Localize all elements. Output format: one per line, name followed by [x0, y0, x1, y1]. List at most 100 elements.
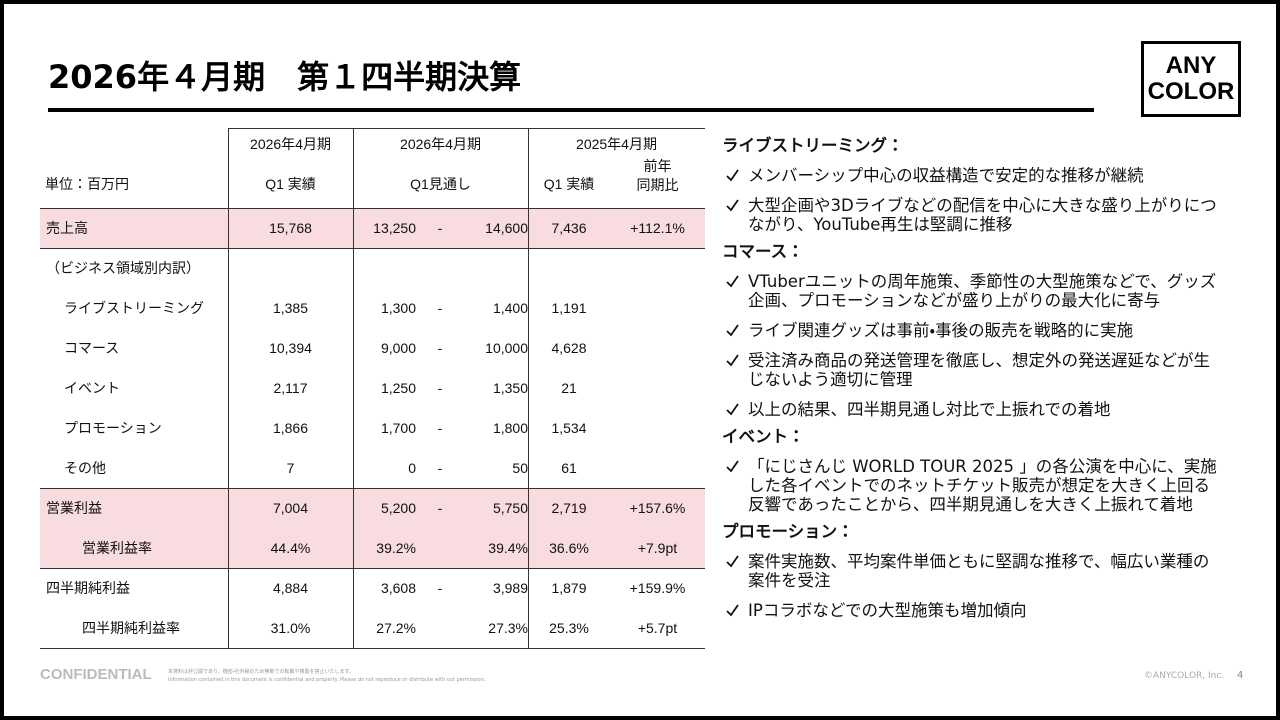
note-text: 受注済み商品の発送管理を徹底し、想定外の発送遅延などが生じないよう適切に管理 [748, 351, 1210, 389]
row-rule [40, 648, 705, 649]
unit-label: 単位：百万円 [45, 176, 129, 192]
row-highlight [40, 528, 705, 568]
note-item: 案件実施数、平均案件単価ともに堅調な推移で、幅広い業種の案件を受注 [722, 552, 1222, 590]
actual-value: 4,884 [272, 580, 309, 596]
prior-value: 7,436 [551, 220, 587, 236]
note-text: 案件実施数、平均案件単価ともに堅調な推移で、幅広い業種の案件を受注 [748, 552, 1210, 590]
forecast-high: 27.3% [488, 620, 528, 636]
check-stroke [726, 199, 739, 212]
row-rule [40, 248, 705, 249]
check-stroke [726, 275, 739, 288]
yoy-change: +159.9% [629, 580, 686, 596]
row-label: （ビジネス領域別内訳） [46, 260, 200, 276]
prior-value: 1,191 [551, 300, 587, 316]
prior-value: 1,879 [551, 580, 587, 596]
row-rule [40, 488, 705, 489]
logo-line: COLOR [1147, 78, 1235, 105]
row-label: 四半期純利益率 [82, 620, 180, 636]
check-icon [726, 460, 739, 473]
row-label: コマース [64, 340, 120, 356]
prior-value: 61 [561, 460, 577, 476]
check-icon [726, 275, 739, 288]
notes: ライブストリーミング： メンバーシップ中心の収益構造で安定的な推移が継続大型企画や… [722, 128, 1222, 620]
check-icon [726, 169, 739, 182]
disclaimer: 本資料は非公開であり、機密・社外秘のため無断での転載や複製を禁止いたします。 I… [168, 668, 485, 684]
forecast-high: 39.4% [488, 540, 528, 556]
actual-value: 1,866 [272, 420, 309, 436]
check-icon [726, 199, 739, 212]
period-header: 2026年4月期 [250, 136, 331, 152]
check-icon [726, 604, 739, 617]
row-label: 四半期純利益 [46, 580, 130, 596]
forecast-high: 3,989 [492, 580, 528, 596]
actual-value: 15,768 [269, 220, 312, 236]
logo: ANY COLOR [1141, 41, 1241, 117]
note-text: 「にじさんじ WORLD TOUR 2025 」の各公演を中心に、実施した各イベ… [748, 457, 1217, 514]
actual-value: 2,117 [273, 380, 308, 396]
forecast-high: 1,800 [492, 420, 528, 436]
column-header: Q1見通し [410, 176, 471, 192]
row-highlight [40, 488, 705, 528]
note-item: 以上の結果、四半期見通し対比で上振れでの着地 [722, 400, 1222, 419]
row-rule [40, 568, 705, 569]
actual-value: 1,385 [272, 300, 309, 316]
forecast-low: 0 [408, 460, 416, 476]
range-separator: - [437, 580, 443, 596]
note-text: 大型企画や3Dライブなどの配信を中心に大きな盛り上がりにつながり、YouTube… [748, 196, 1217, 234]
note-heading: プロモーション： [722, 522, 854, 541]
disclaimer-line: Information contained in this document i… [168, 677, 486, 683]
actual-value: 7 [286, 460, 295, 476]
period-header: 2025年4月期 [576, 136, 657, 152]
range-separator: - [437, 300, 443, 316]
check-stroke [726, 555, 739, 568]
forecast-low: 3,608 [380, 580, 416, 596]
title: 2026年４月期 第１四半期決算 [48, 58, 522, 96]
range-separator: - [437, 340, 443, 356]
note-item: 受注済み商品の発送管理を徹底し、想定外の発送遅延などが生じないよう適切に管理 [722, 351, 1222, 389]
note-item: VTuberユニットの周年施策、季節性の大型施策などで、グッズ企画、プロモーショ… [722, 272, 1222, 310]
note-item: IPコラボなどでの大型施策も増加傾向 [722, 601, 1222, 620]
yoy-change: +5.7pt [637, 620, 678, 636]
forecast-low: 39.2% [376, 540, 416, 556]
row-label: イベント [64, 380, 120, 396]
forecast-low: 1,300 [380, 300, 416, 316]
actual-value: 44.4% [270, 540, 311, 556]
page-number: 4 [1237, 670, 1244, 681]
column-rule [228, 128, 229, 648]
note-item: 大型企画や3Dライブなどの配信を中心に大きな盛り上がりにつながり、YouTube… [722, 196, 1222, 234]
column-header: 前年 同期比 [610, 152, 705, 200]
forecast-low: 5,200 [380, 500, 416, 516]
note-text: メンバーシップ中心の収益構造で安定的な推移が継続 [748, 166, 1144, 185]
yoy-change: +112.1% [630, 220, 685, 236]
column-header: Q1 実績 [265, 176, 316, 192]
note-text: ライブ関連グッズは事前・事後の販売を戦略的に実施 [748, 321, 1134, 340]
check-stroke [726, 460, 739, 473]
forecast-high: 1,400 [492, 300, 528, 316]
check-stroke [726, 169, 739, 182]
range-separator: - [437, 380, 443, 396]
note-heading: ライブストリーミング： [722, 136, 904, 155]
prior-value: 36.6% [549, 540, 589, 556]
check-stroke [726, 604, 739, 617]
actual-value: 7,004 [272, 500, 309, 516]
row-highlight [40, 208, 705, 248]
period-header: 2026年4月期 [400, 136, 481, 152]
check-icon [726, 354, 739, 367]
prior-value: 25.3% [549, 620, 589, 636]
row-label: 営業利益率 [82, 540, 152, 556]
row-rule [40, 208, 705, 209]
row-label: 営業利益 [46, 500, 102, 516]
note-item: ライブ関連グッズは事前・事後の販売を戦略的に実施 [722, 321, 1222, 340]
title-rule [48, 108, 1094, 112]
check-icon [726, 324, 739, 337]
note-text: IPコラボなどでの大型施策も増加傾向 [748, 601, 1027, 620]
forecast-low: 9,000 [380, 340, 416, 356]
note-item: メンバーシップ中心の収益構造で安定的な推移が継続 [722, 166, 1222, 185]
forecast-high: 5,750 [492, 500, 528, 516]
range-separator: - [437, 220, 443, 236]
prior-value: 2,719 [551, 500, 587, 516]
prior-value: 1,534 [551, 420, 587, 436]
forecast-low: 1,250 [380, 380, 416, 396]
actual-value: 31.0% [270, 620, 311, 636]
check-stroke [726, 354, 739, 367]
